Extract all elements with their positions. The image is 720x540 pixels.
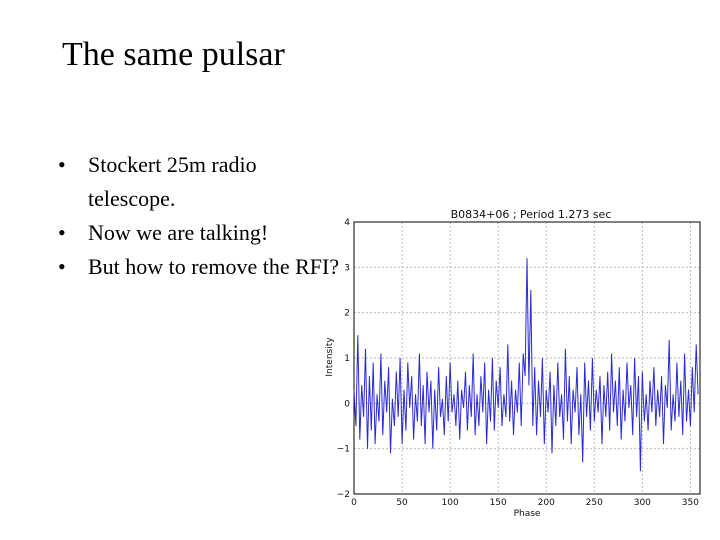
x-tick-label: 200 bbox=[538, 498, 555, 508]
bullet-text: Now we are talking! bbox=[88, 220, 269, 245]
bullet-item: • Now we are talking! bbox=[58, 216, 348, 250]
x-tick-label: 300 bbox=[634, 498, 651, 508]
pulsar-plot: B0834+06 ; Period 1.273 sec Intensity Ph… bbox=[318, 200, 718, 522]
y-tick-label: 0 bbox=[344, 399, 350, 409]
bullet-item: • Stockert 25m radio telescope. bbox=[58, 148, 348, 216]
x-tick-label: 0 bbox=[351, 498, 357, 508]
y-tick-label: 3 bbox=[344, 263, 350, 273]
tick-labels: 0 50 100 150 200 250 300 350 4 3 2 1 0 −1 −2 bbox=[337, 218, 700, 508]
x-tick-label: 50 bbox=[396, 498, 408, 508]
bullet-dot-icon: • bbox=[58, 152, 66, 177]
plot-frame bbox=[353, 221, 701, 495]
pulsar-plot-svg: B0834+06 ; Period 1.273 sec Intensity Ph… bbox=[325, 208, 701, 519]
bullet-text: But how to remove the RFI? bbox=[88, 254, 340, 279]
bullet-dot-icon: • bbox=[58, 220, 66, 245]
y-tick-label: 1 bbox=[344, 354, 350, 364]
chart-title: B0834+06 ; Period 1.273 sec bbox=[451, 208, 612, 221]
bullet-text: Stockert 25m radio telescope. bbox=[88, 152, 257, 211]
bullet-dot-icon: • bbox=[58, 254, 66, 279]
y-tick-label: 4 bbox=[344, 218, 350, 228]
x-tick-label: 150 bbox=[490, 498, 507, 508]
x-axis-label: Phase bbox=[514, 509, 541, 519]
bullet-list: • Stockert 25m radio telescope. • Now we a… bbox=[58, 148, 348, 284]
slide-title: The same pulsar bbox=[62, 36, 285, 73]
x-tick-label: 250 bbox=[586, 498, 603, 508]
bullet-item: • But how to remove the RFI? bbox=[58, 250, 348, 284]
x-tick-label: 100 bbox=[442, 498, 459, 508]
y-tick-label: −1 bbox=[337, 445, 350, 455]
y-tick-label: −2 bbox=[337, 490, 350, 500]
y-axis-label: Intensity bbox=[325, 337, 335, 377]
series-line bbox=[353, 258, 699, 472]
x-tick-label: 350 bbox=[682, 498, 699, 508]
y-tick-label: 2 bbox=[344, 309, 350, 319]
